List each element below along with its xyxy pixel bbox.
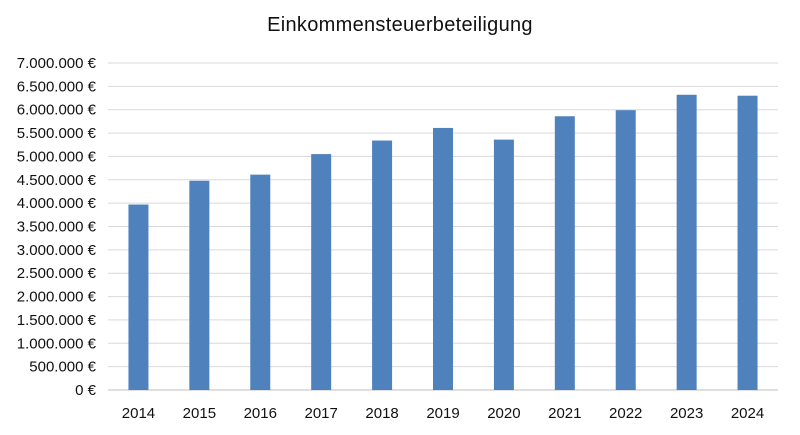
- bar-2021: [554, 116, 575, 391]
- x-tick-label: 2014: [122, 405, 155, 422]
- y-tick-label: 6.000.000 €: [17, 102, 97, 119]
- bar-2020: [493, 139, 514, 390]
- y-tick-label: 7.000.000 €: [17, 55, 97, 72]
- y-tick-label: 3.000.000 €: [17, 242, 97, 259]
- x-tick-label: 2015: [183, 405, 216, 422]
- y-tick-label: 6.500.000 €: [17, 78, 97, 95]
- x-tick-label: 2023: [670, 405, 703, 422]
- bar-2015: [189, 180, 210, 390]
- y-tick-label: 1.500.000 €: [17, 312, 97, 329]
- y-tick-label: 4.500.000 €: [17, 172, 97, 189]
- bar-2018: [372, 140, 393, 390]
- x-tick-label: 2018: [365, 405, 398, 422]
- bar-2024: [737, 95, 758, 390]
- x-tick-label: 2021: [548, 405, 581, 422]
- y-tick-label: 4.000.000 €: [17, 195, 97, 212]
- bar-2023: [676, 94, 697, 390]
- chart-title: Einkommensteuerbeteiligung: [267, 14, 533, 36]
- x-tick-label: 2022: [609, 405, 642, 422]
- y-tick-label: 3.500.000 €: [17, 219, 97, 236]
- y-tick-label: 2.500.000 €: [17, 265, 97, 282]
- y-tick-label: 2.000.000 €: [17, 289, 97, 306]
- x-tick-label: 2020: [487, 405, 520, 422]
- bar-2019: [433, 127, 453, 390]
- y-tick-label: 0 €: [75, 382, 97, 399]
- bar-2017: [311, 154, 332, 390]
- x-tick-label: 2019: [426, 405, 459, 422]
- x-tick-label: 2017: [304, 405, 337, 422]
- x-tick-label: 2016: [244, 405, 277, 422]
- bar-2016: [250, 174, 271, 390]
- y-tick-label: 5.000.000 €: [17, 148, 97, 165]
- bar-2022: [615, 110, 636, 390]
- y-tick-label: 1.000.000 €: [17, 335, 97, 352]
- x-tick-label: 2024: [731, 405, 764, 422]
- y-tick-label: 5.500.000 €: [17, 125, 97, 142]
- bar-2014: [128, 204, 149, 390]
- y-tick-label: 500.000 €: [29, 359, 96, 376]
